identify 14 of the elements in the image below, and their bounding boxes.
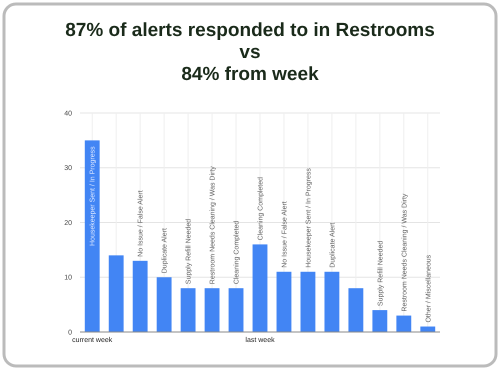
bar <box>228 288 244 332</box>
bar <box>252 244 268 332</box>
bar <box>348 288 364 332</box>
bar <box>324 272 340 332</box>
bar <box>372 310 388 332</box>
bar <box>276 272 292 332</box>
bar <box>204 288 220 332</box>
bar <box>108 255 124 332</box>
chart-title: 87% of alerts responded to in Restrooms vs 84% from week <box>65 20 435 85</box>
bar <box>180 288 196 332</box>
bar <box>300 272 316 332</box>
bar <box>396 316 412 332</box>
bar <box>132 260 148 332</box>
bar <box>156 277 172 332</box>
